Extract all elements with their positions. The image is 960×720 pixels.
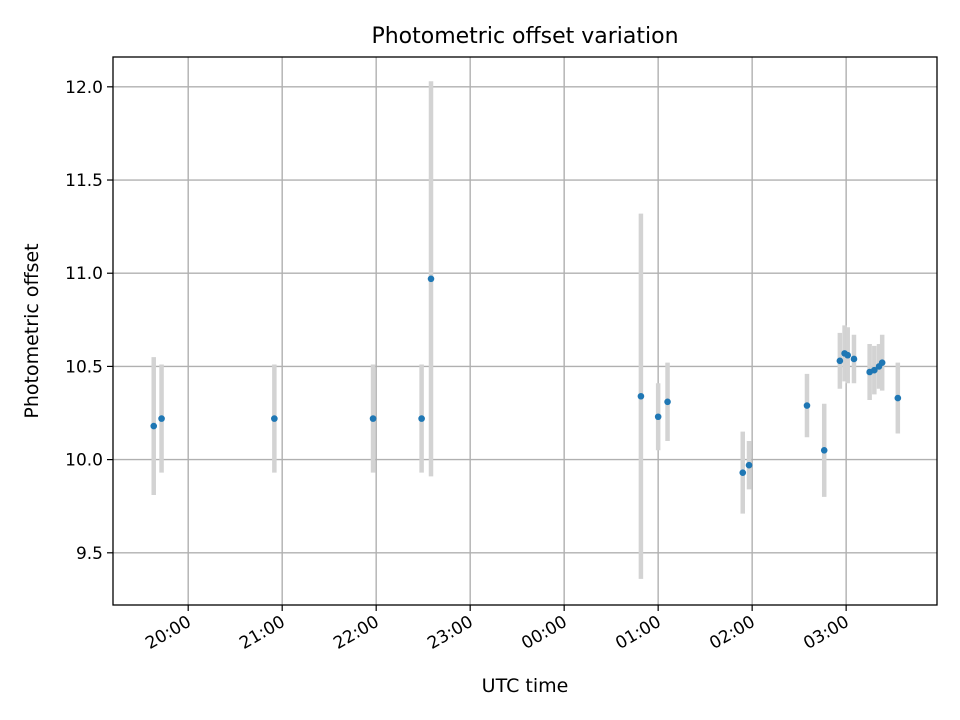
plot-frame bbox=[112, 56, 938, 606]
y-tick-label: 10.5 bbox=[65, 357, 103, 377]
data-point bbox=[664, 398, 671, 406]
x-tick-label: 22:00 bbox=[330, 612, 382, 654]
data-point bbox=[427, 275, 435, 283]
y-tick-label: 10.0 bbox=[65, 451, 103, 471]
x-axis-label: UTC time bbox=[482, 675, 569, 697]
x-tick-label: 03:00 bbox=[800, 612, 852, 654]
y-tick-label: 11.5 bbox=[65, 171, 103, 191]
data-points bbox=[150, 275, 902, 476]
data-point bbox=[745, 461, 753, 469]
data-point bbox=[739, 469, 747, 476]
x-tick-label: 00:00 bbox=[518, 612, 570, 654]
y-tick-label: 11.0 bbox=[65, 264, 103, 284]
data-point bbox=[844, 351, 852, 359]
x-tick-label: 02:00 bbox=[706, 612, 758, 654]
data-point bbox=[637, 392, 645, 400]
data-point bbox=[871, 366, 878, 374]
data-point bbox=[878, 359, 886, 366]
y-tick-label: 9.5 bbox=[76, 544, 103, 564]
data-point bbox=[150, 422, 158, 430]
x-tick-label: 21:00 bbox=[236, 612, 288, 654]
x-tick-label: 20:00 bbox=[142, 612, 194, 654]
y-axis-label: Photometric offset bbox=[21, 243, 43, 418]
y-axis-ticks: 9.5 10.0 10.5 11.0 11.5 12.0 bbox=[65, 78, 113, 564]
data-point bbox=[894, 394, 902, 402]
data-point bbox=[803, 402, 811, 409]
data-point bbox=[836, 357, 844, 365]
chart-title: Photometric offset variation bbox=[371, 24, 678, 49]
data-point bbox=[418, 415, 425, 422]
data-point bbox=[654, 413, 662, 421]
data-point bbox=[271, 415, 278, 422]
data-point bbox=[369, 415, 377, 422]
grid bbox=[113, 57, 937, 605]
x-tick-label: 23:00 bbox=[424, 612, 476, 654]
x-axis-ticks: 20:00 21:00 22:00 23:00 00:00 01:00 02:00 03:00 bbox=[142, 605, 853, 654]
data-point bbox=[820, 446, 828, 454]
data-point bbox=[850, 355, 858, 363]
error-bars bbox=[151, 81, 901, 579]
x-tick-label: 01:00 bbox=[612, 612, 664, 654]
y-tick-label: 12.0 bbox=[65, 78, 103, 98]
data-point bbox=[158, 415, 165, 422]
